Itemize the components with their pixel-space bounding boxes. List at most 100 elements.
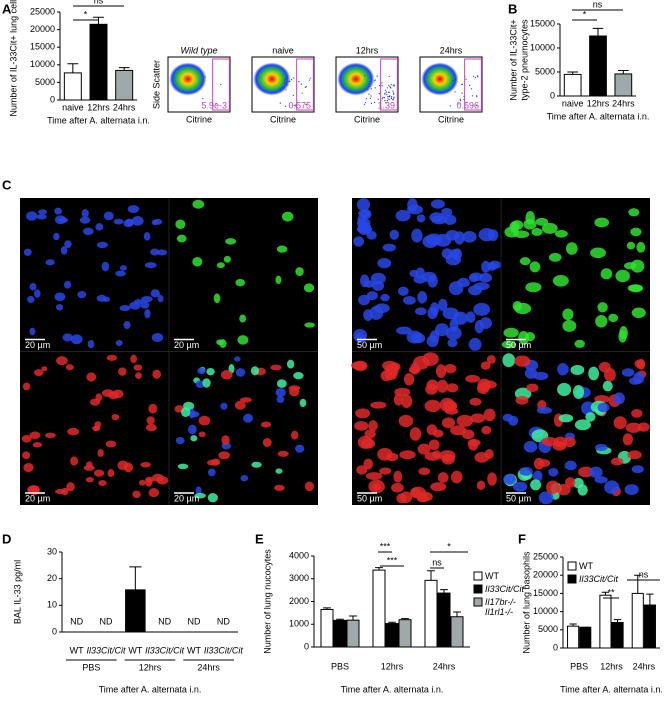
flow-event (364, 101, 367, 104)
cell (627, 450, 642, 460)
cell (53, 232, 60, 241)
cell (417, 291, 428, 304)
flow-event (455, 77, 457, 80)
flow-event (449, 105, 451, 107)
flow-event (384, 89, 387, 91)
significance-label: * (583, 9, 587, 19)
cell (220, 402, 228, 410)
cell (562, 320, 577, 332)
flow-event (279, 102, 281, 104)
y-axis-label: BAL IL-33 pg/ml (12, 560, 22, 624)
cell (626, 241, 636, 250)
cell (106, 354, 118, 361)
flow-event (292, 94, 294, 96)
y-tick-label: 10000 (533, 606, 558, 616)
flow-event (376, 75, 378, 77)
cell (119, 305, 131, 312)
scale-bar-label: 50 µm (506, 340, 531, 350)
flow-event (388, 75, 390, 78)
cell (235, 368, 246, 377)
value-label: ND (158, 616, 171, 626)
y-axis-label: Number of IL-33Cit+ lung cells (8, 0, 18, 117)
cell (190, 435, 198, 442)
cell (570, 364, 585, 375)
cell (424, 399, 441, 413)
cell (275, 275, 282, 285)
cell (525, 282, 542, 293)
y-tick-label: 0 (52, 626, 57, 636)
cell (379, 467, 392, 475)
flow-event (389, 87, 392, 89)
x-tick-label: naive (562, 98, 584, 108)
group-label: 12hrs (139, 662, 162, 672)
bar (437, 592, 451, 648)
flow-event (472, 104, 474, 106)
cell (604, 480, 620, 494)
cell (93, 469, 105, 477)
flow-event (393, 84, 395, 86)
flow-event (282, 87, 284, 89)
cell (426, 335, 439, 348)
cell (597, 402, 610, 413)
flow-event (379, 85, 381, 87)
cell (176, 234, 187, 243)
cell (207, 492, 218, 503)
cell (564, 460, 577, 471)
cell (276, 245, 288, 253)
bar (614, 73, 633, 97)
cell (150, 248, 160, 256)
cell (290, 430, 299, 440)
cell (435, 323, 450, 337)
cell (461, 429, 475, 440)
flow-event (476, 75, 479, 77)
cell (97, 448, 104, 457)
legend-swatch (473, 597, 483, 607)
error-bar (336, 618, 344, 621)
cell (363, 280, 375, 288)
cell (441, 248, 453, 259)
panel-letter: F (518, 531, 526, 546)
cell (146, 416, 155, 425)
cell (590, 247, 606, 259)
cell (27, 485, 40, 495)
cell (60, 246, 68, 255)
cell (240, 474, 249, 482)
cell (143, 232, 151, 241)
cell (67, 427, 80, 436)
cell (304, 322, 315, 328)
cell (595, 314, 608, 328)
cell (372, 280, 385, 291)
cell (98, 480, 107, 487)
cell (585, 412, 596, 422)
error-bar (67, 63, 79, 73)
significance-label: * (84, 9, 88, 19)
cell (434, 233, 452, 247)
value-label: ND (70, 616, 83, 626)
y-tick-label: 10 (47, 600, 57, 610)
cell (197, 367, 206, 375)
error-bar (401, 618, 409, 620)
cell (94, 421, 102, 428)
cell (511, 220, 524, 230)
cell (566, 242, 578, 255)
cell (118, 367, 127, 376)
cell (524, 368, 538, 379)
flow-event (476, 104, 478, 106)
cell (220, 369, 233, 380)
legend-label: Il33Cit/Cit (485, 584, 525, 594)
error-bar (601, 591, 610, 596)
flow-event (385, 91, 388, 93)
cell (134, 299, 144, 305)
significance-label: ns (639, 569, 649, 579)
flow-density (169, 62, 207, 96)
flow-x-label: Citrine (270, 114, 296, 124)
cell (36, 213, 47, 220)
cell (86, 461, 93, 469)
cell (548, 252, 562, 262)
flow-event (469, 84, 471, 87)
cell (299, 398, 307, 408)
cell (141, 296, 153, 303)
error-bar (427, 570, 435, 581)
cell (594, 443, 608, 452)
flow-event (301, 92, 303, 94)
